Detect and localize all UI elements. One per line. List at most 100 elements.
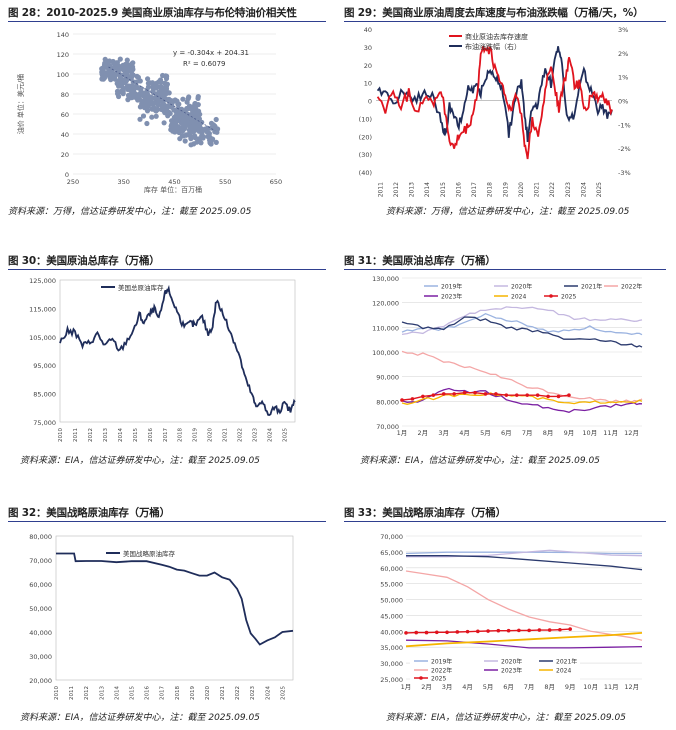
fig33-x-tick-label: 10月	[583, 683, 598, 691]
fig29-title: 图 29：美国商业原油周度去库速度与布油涨跌幅（万桶/天，%）	[344, 7, 644, 19]
fig28-y-tick-label: 20	[61, 151, 69, 159]
fig33-y-tick-label: 50,000	[380, 597, 403, 605]
fig28-scatter-point	[138, 85, 144, 91]
fig31-x-tick-label: 2月	[418, 429, 429, 437]
fig31-y-tick-label: 110,000	[372, 324, 399, 332]
fig33-legend-label: 2023年	[501, 667, 522, 675]
fig33-x-tick-label: 4月	[462, 683, 473, 691]
fig31-x-tick-label: 7月	[522, 429, 533, 437]
fig28-scatter-point	[189, 124, 195, 131]
fig33-series-2025-marker	[517, 628, 521, 633]
fig28-y-tick-label: 40	[61, 131, 69, 139]
fig30-source: 资料来源：EIA，信达证券研发中心，注：截至 2025.09.05	[20, 456, 260, 466]
fig28-scatter-point	[163, 73, 169, 79]
fig28-scatter-point	[144, 108, 151, 114]
fig28-scatter-point	[168, 98, 175, 104]
fig28-scatter-point	[161, 120, 167, 126]
fig28-equation: y = -0.304x + 204.31	[173, 49, 249, 57]
fig33-y-tick-label: 55,000	[380, 581, 403, 589]
fig32-x-tick-label: 2016	[145, 686, 151, 700]
fig28-title: 图 28：2010-2025.9 美国商业原油库存与布伦特油价相关性	[8, 7, 297, 19]
fig29-x-tick-label: 2021	[534, 182, 541, 197]
fig28-scatter-point	[180, 127, 186, 133]
fig28-scatter-point	[137, 78, 143, 84]
fig31-series-2025-marker	[400, 398, 404, 402]
fig28-scatter-point	[161, 87, 167, 93]
fig29-x-tick-label: 2022	[549, 182, 556, 197]
fig33-series-2025-marker	[424, 630, 429, 635]
fig32-x-tick-label: 2012	[84, 686, 90, 700]
fig31-series-2025-marker	[504, 393, 509, 397]
fig29-yleft-tick-label: (10)	[359, 115, 372, 123]
fig28-scatter-point	[145, 76, 151, 82]
fig28-scatter-point	[153, 113, 159, 119]
fig29-x-tick-label: 2011	[377, 182, 384, 197]
fig31-series-2025-marker	[441, 392, 446, 396]
fig30-y-tick-label: 105,000	[29, 334, 56, 342]
fig28-scatter-point	[161, 93, 167, 99]
fig28-scatter-point	[196, 137, 202, 143]
fig30-rule	[8, 269, 326, 270]
fig32-plot-frame	[55, 535, 294, 681]
fig32-x-tick-label: 2019	[190, 686, 196, 700]
fig28-scatter-point	[123, 84, 130, 91]
fig28-scatter-point	[123, 67, 129, 73]
fig33-y-tick-label: 60,000	[380, 565, 403, 573]
fig33-legend-label: 2021年	[556, 658, 577, 666]
fig33-y-tick-label: 25,000	[380, 676, 403, 684]
fig29-rule	[344, 21, 666, 22]
fig28-scatter-point	[137, 104, 143, 110]
fig33-legend-label: 2019年	[431, 658, 452, 666]
fig28-scatter-point	[164, 81, 170, 87]
fig28-scatter-point	[125, 97, 131, 103]
fig28-scatter-point	[129, 73, 135, 79]
fig28-x-tick-label: 350	[118, 178, 130, 186]
fig32-x-tick-label: 2014	[114, 686, 120, 700]
fig33-series-2025-marker	[527, 628, 531, 633]
fig33-series-2025-marker	[506, 628, 511, 633]
fig30-x-tick-label: 2022	[238, 428, 244, 442]
fig28-scatter-point	[166, 90, 172, 96]
fig28-scatter-point	[129, 83, 135, 89]
fig33-x-tick-label: 12月	[624, 683, 639, 691]
fig30-x-tick-label: 2014	[118, 428, 124, 442]
fig28-scatter-point	[213, 116, 219, 123]
fig30-x-tick-label: 2016	[148, 428, 154, 442]
fig31-series-2025-marker	[494, 392, 498, 396]
fig31-series-2025-marker	[473, 390, 477, 395]
fig33-legend-box	[410, 654, 580, 683]
fig30-x-tick-label: 2018	[178, 428, 184, 442]
fig33-series-2023年	[405, 639, 643, 649]
fig29-yright-tick-label: 1%	[618, 74, 628, 82]
fig30-y-tick-label: 115,000	[29, 305, 56, 313]
fig29-x-tick-label: 2013	[409, 182, 416, 197]
fig28-scatter-point	[155, 101, 161, 107]
fig29-yright-tick-label: -2%	[618, 145, 631, 153]
fig28-scatter-point	[137, 116, 143, 122]
fig28-scatter-point	[200, 135, 206, 141]
fig33-y-tick-label: 65,000	[380, 549, 403, 557]
fig28-scatter-point	[167, 110, 173, 117]
fig28-scatter-point	[170, 127, 176, 133]
fig29-x-tick-label: 2017	[471, 182, 478, 197]
fig28-scatter-point	[102, 60, 108, 66]
fig31-series-2021年	[401, 316, 643, 348]
fig31-x-tick-label: 5月	[480, 429, 491, 437]
fig31-series-2025-marker	[483, 392, 488, 396]
fig28-scatter-point	[169, 118, 175, 124]
fig30-legend-label: 美国总原油库存	[118, 283, 164, 292]
fig29-yright-tick-label: 0%	[618, 98, 628, 106]
fig28-scatter-point	[124, 57, 130, 63]
fig28-scatter-point	[154, 95, 160, 101]
fig32-x-tick-label: 2010	[54, 686, 60, 700]
fig28-scatter-point	[99, 76, 105, 82]
fig28-scatter-point	[154, 107, 160, 113]
fig32-x-tick-label: 2017	[160, 686, 166, 700]
fig33-x-tick-label: 7月	[524, 683, 535, 691]
fig28-scatter-point	[152, 83, 159, 89]
fig31-x-tick-label: 12月	[624, 429, 639, 437]
fig33-series-2025-marker	[465, 629, 470, 634]
fig29-x-tick-label: 2024	[580, 182, 587, 197]
fig30-y-tick-label: 85,000	[33, 391, 56, 399]
fig28-scatter-point	[115, 91, 121, 97]
